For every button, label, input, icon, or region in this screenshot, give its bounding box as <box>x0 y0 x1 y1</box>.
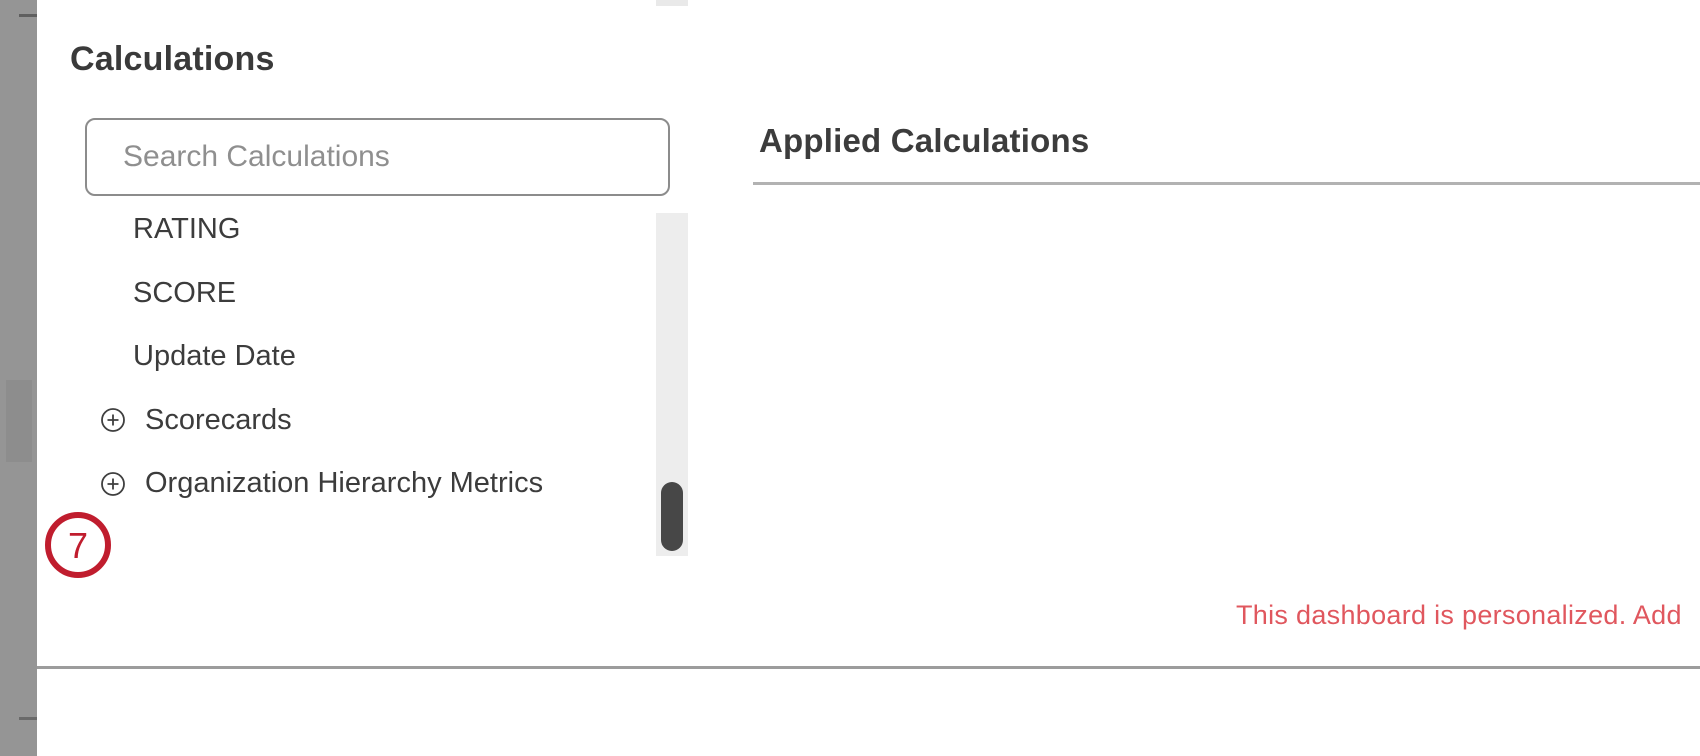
list-item-update-date[interactable]: Update Date <box>85 325 655 389</box>
applied-calculations-underline <box>753 182 1700 185</box>
list-item-label: Scorecards <box>145 403 292 436</box>
page-backdrop-strip <box>0 0 37 756</box>
annotation-step-number: 7 <box>67 524 89 566</box>
calculations-panel-title: Calculations <box>70 40 275 78</box>
list-item-label: RATING <box>133 213 241 246</box>
list-scrollbar-thumb[interactable] <box>661 482 683 551</box>
annotation-step-badge: 7 <box>45 512 111 578</box>
calculations-dialog: Calculations RATING SCORE Update Date Sc… <box>37 0 1700 756</box>
backdrop-artifact <box>6 380 32 462</box>
list-item-label: Organization Hierarchy Metrics <box>145 467 544 500</box>
list-item-rating[interactable]: RATING <box>85 198 655 262</box>
dialog-bottom-divider <box>37 666 1700 669</box>
list-item-scorecards[interactable]: Scorecards <box>85 389 655 453</box>
search-calculations-input[interactable] <box>85 118 670 196</box>
scrollbar-top-sliver <box>656 0 688 6</box>
list-scrollbar-track[interactable] <box>656 213 688 556</box>
backdrop-divider-bottom <box>19 717 37 720</box>
list-item-label: SCORE <box>133 276 237 309</box>
list-item-organization-hierarchy-metrics[interactable]: Organization Hierarchy Metrics <box>85 452 655 516</box>
personalized-dashboard-notice: This dashboard is personalized. Add <box>1236 600 1682 630</box>
applied-calculations-title: Applied Calculations <box>759 122 1090 159</box>
list-item-label: Update Date <box>133 340 296 373</box>
calculations-list: RATING SCORE Update Date Scorecards <box>85 198 655 516</box>
plus-circle-icon[interactable] <box>100 471 126 497</box>
plus-circle-icon[interactable] <box>100 407 126 433</box>
backdrop-divider-top <box>19 14 37 17</box>
list-item-score[interactable]: SCORE <box>85 262 655 326</box>
